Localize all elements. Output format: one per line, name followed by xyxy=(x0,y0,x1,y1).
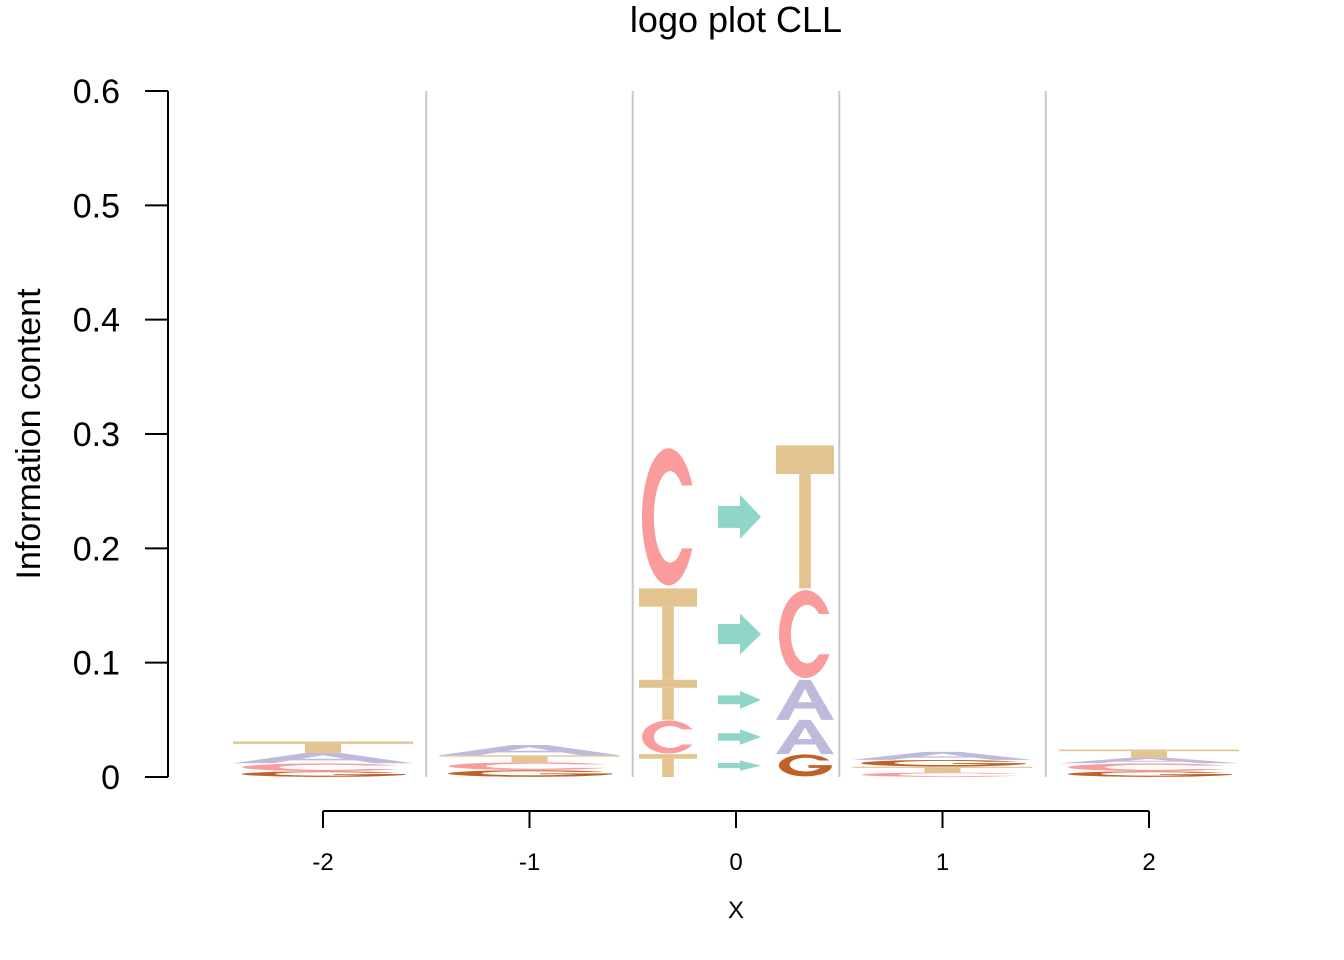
t-bar xyxy=(639,588,697,607)
a-shape xyxy=(1059,757,1239,764)
letter-a xyxy=(776,719,834,755)
y-tick-label: 0.5 xyxy=(73,187,120,225)
t-stem xyxy=(662,758,674,777)
letter-t xyxy=(776,445,834,589)
t-stem xyxy=(799,474,811,589)
x-axis-label: X xyxy=(728,897,744,924)
t-bar xyxy=(233,741,413,744)
letter-a xyxy=(776,679,834,720)
y-tick-label: 0.3 xyxy=(73,416,120,454)
letter-g xyxy=(861,759,1026,767)
position-separators xyxy=(425,91,1047,777)
c-shape xyxy=(448,762,606,770)
t-bar xyxy=(776,445,834,475)
t-bar xyxy=(639,754,697,759)
c-shape xyxy=(641,720,693,754)
t-stem xyxy=(1131,751,1167,758)
letter-a xyxy=(852,751,1033,760)
c-shape xyxy=(242,763,399,772)
t-stem xyxy=(511,756,548,763)
letter-c xyxy=(861,772,1019,777)
letter-g xyxy=(1067,771,1232,777)
y-tick-label: 0.4 xyxy=(73,302,120,340)
a-shape xyxy=(776,719,834,755)
g-shape xyxy=(861,759,1026,767)
t-bar xyxy=(639,679,697,688)
t-stem xyxy=(662,606,674,680)
letter-t xyxy=(639,588,697,680)
substitution-arrow xyxy=(718,613,761,655)
t-stem xyxy=(305,743,341,753)
t-stem xyxy=(924,767,961,773)
letter-t xyxy=(639,679,697,720)
g-shape xyxy=(778,754,832,777)
substitution-arrow xyxy=(718,729,761,745)
x-tick-label: 1 xyxy=(936,849,949,876)
letter-c xyxy=(778,590,830,678)
g-shape xyxy=(448,770,613,777)
y-tick-label: 0.6 xyxy=(73,73,120,111)
t-stem xyxy=(662,687,674,720)
y-axis-label: Information content xyxy=(10,288,48,580)
letter-a xyxy=(233,752,413,764)
y-tick-label: 0 xyxy=(101,759,120,797)
x-tick-label: -2 xyxy=(312,849,333,876)
y-tick-label: 0.2 xyxy=(73,530,120,568)
letter-g xyxy=(448,770,613,777)
letter-g xyxy=(241,771,406,777)
x-tick-label: 2 xyxy=(1142,849,1155,876)
letter-c xyxy=(641,720,693,754)
c-shape xyxy=(1068,763,1225,772)
letter-t xyxy=(852,766,1033,773)
c-shape xyxy=(641,448,693,586)
letter-t xyxy=(639,754,697,777)
a-shape xyxy=(776,679,834,720)
y-tick-label: 0.1 xyxy=(73,645,120,683)
c-shape xyxy=(861,772,1019,777)
chart-title: logo plot CLL xyxy=(630,0,842,40)
a-shape xyxy=(852,751,1033,760)
substitution-arrow xyxy=(718,760,761,771)
g-shape xyxy=(1067,771,1232,777)
letter-c xyxy=(242,763,399,772)
t-bar xyxy=(439,755,620,757)
t-bar xyxy=(1059,749,1239,752)
letter-t xyxy=(439,755,620,763)
a-shape xyxy=(439,744,620,756)
letter-a xyxy=(439,744,620,756)
letter-c xyxy=(1068,763,1225,772)
x-tick-label: 0 xyxy=(729,849,742,876)
c-shape xyxy=(778,590,830,678)
letter-c xyxy=(641,448,693,586)
g-shape xyxy=(241,771,406,777)
letter-c xyxy=(448,762,606,770)
x-tick-label: -1 xyxy=(519,849,540,876)
logo-letters xyxy=(233,445,1239,777)
x-axis: -2 -1 0 1 2 xyxy=(312,810,1156,876)
a-shape xyxy=(233,752,413,764)
letter-a xyxy=(1059,757,1239,764)
letter-g xyxy=(778,754,832,777)
y-axis: 0 0.1 0.2 0.3 0.4 0.5 0.6 xyxy=(73,73,169,797)
substitution-arrow xyxy=(718,494,761,539)
letter-t xyxy=(233,741,413,753)
t-bar xyxy=(852,766,1033,768)
letter-t xyxy=(1059,749,1239,758)
substitution-arrow xyxy=(718,690,761,709)
